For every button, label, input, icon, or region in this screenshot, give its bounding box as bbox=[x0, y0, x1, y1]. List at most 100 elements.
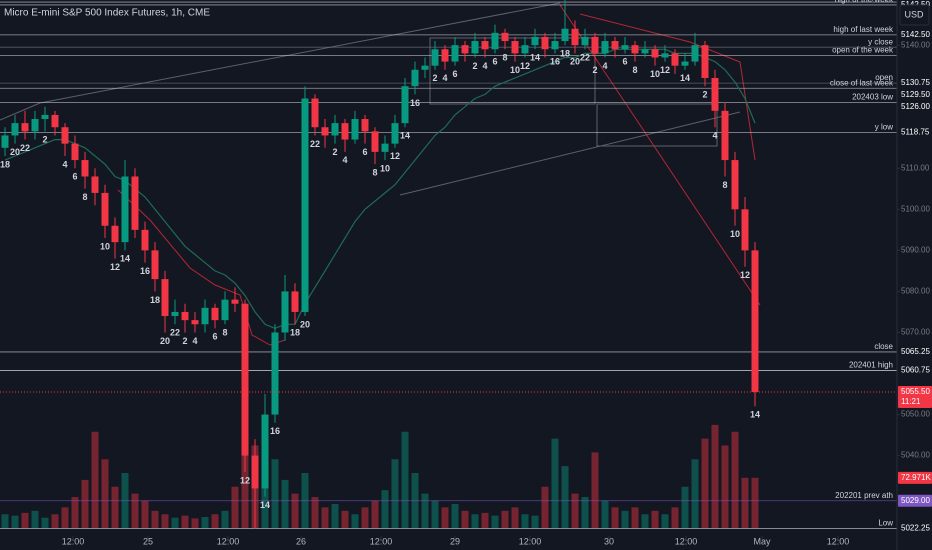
x-tick-label: 12:00 bbox=[827, 536, 850, 546]
y-tick-label: 5070.00 bbox=[901, 328, 930, 337]
volume-bar bbox=[631, 507, 639, 528]
candle-body bbox=[341, 123, 349, 140]
bar-count: 2 bbox=[182, 336, 187, 346]
volume-bar bbox=[201, 517, 209, 528]
volume-bar bbox=[101, 459, 109, 528]
x-tick-label: 26 bbox=[296, 536, 306, 546]
plot: 12:00 25 12:00 26 12:00 29 12:00 30 12:00 May 12:0… bbox=[0, 0, 897, 546]
candle-body bbox=[681, 61, 689, 66]
trend-line bbox=[559, 4, 761, 306]
price-box-label: 5029.00 bbox=[901, 496, 930, 505]
bar-count: 2 bbox=[702, 90, 707, 100]
bar-count: 8 bbox=[82, 192, 87, 202]
bar-count: 18 bbox=[560, 49, 570, 59]
volume-bar bbox=[141, 500, 149, 528]
candle-body bbox=[541, 36, 549, 50]
bar-count: 14 bbox=[750, 410, 760, 420]
price-box bbox=[898, 494, 932, 507]
volume-bar bbox=[531, 515, 539, 528]
bar-count: 18 bbox=[290, 328, 300, 338]
volume-bar bbox=[311, 497, 319, 528]
bar-count: 6 bbox=[72, 172, 77, 182]
volume-bar bbox=[641, 514, 649, 528]
candle-body bbox=[181, 311, 189, 321]
y-tick-label: 5140.00 bbox=[901, 40, 930, 49]
candle-body bbox=[591, 36, 599, 54]
volume-bar bbox=[521, 514, 529, 528]
volume-bar bbox=[241, 419, 249, 528]
candle-body bbox=[531, 36, 539, 46]
volume-bar bbox=[41, 517, 49, 528]
price-box-label: 5118.75 bbox=[901, 127, 930, 136]
bar-count: 2 bbox=[42, 135, 47, 145]
volume-bar bbox=[701, 438, 709, 528]
bar-count: 10 bbox=[650, 69, 660, 79]
bar-count: 6 bbox=[622, 57, 627, 67]
candle-body bbox=[401, 86, 409, 124]
volume-bar bbox=[721, 445, 729, 528]
bar-count: 20 bbox=[160, 336, 170, 346]
candle-body bbox=[601, 41, 609, 54]
price-box-label: 5055.50 bbox=[901, 387, 930, 396]
volume-bar bbox=[451, 503, 459, 528]
trend-line bbox=[399, 111, 741, 196]
volume-bar bbox=[591, 452, 599, 528]
volume-bar bbox=[161, 514, 169, 528]
candle-body bbox=[201, 307, 209, 325]
candle-body bbox=[121, 176, 129, 243]
candle-body bbox=[501, 32, 509, 42]
volume-bar bbox=[441, 507, 449, 528]
bar-count: 6 bbox=[452, 69, 457, 79]
level-label: high of the week bbox=[835, 0, 894, 4]
volume-bar bbox=[421, 493, 429, 528]
bar-count: 8 bbox=[722, 180, 727, 190]
volume-bar bbox=[131, 493, 139, 528]
candle-body bbox=[391, 123, 399, 144]
y-tick-label: 5110.00 bbox=[901, 163, 930, 172]
bar-count: 2 bbox=[472, 61, 477, 71]
candle-body bbox=[11, 123, 19, 136]
trend-line bbox=[0, 102, 41, 121]
price-box-label: 5142.50 bbox=[901, 30, 930, 39]
volume-bar bbox=[291, 493, 299, 528]
bar-count: 20 bbox=[570, 57, 580, 67]
candle-body bbox=[281, 291, 289, 333]
volume-bar bbox=[341, 510, 349, 528]
x-tick-label: 12:00 bbox=[62, 536, 85, 546]
volume-bar bbox=[51, 514, 59, 528]
price-box bbox=[898, 522, 932, 535]
price-box-label: 72.971K bbox=[901, 473, 931, 482]
range-box bbox=[429, 37, 596, 105]
x-tick-label: May bbox=[753, 536, 771, 546]
bar-count: 10 bbox=[100, 241, 110, 251]
candle-body bbox=[111, 225, 119, 243]
bar-count: 12 bbox=[390, 151, 400, 161]
moving-average bbox=[4, 48, 756, 330]
trend-line bbox=[579, 13, 756, 161]
volume-bar bbox=[281, 479, 289, 528]
level-label: 202403 low bbox=[852, 93, 893, 102]
trend-line bbox=[117, 189, 286, 346]
bar-count: 12 bbox=[520, 61, 530, 71]
candle-body bbox=[81, 160, 89, 177]
bar-count: 4 bbox=[62, 159, 67, 169]
candle-body bbox=[131, 176, 139, 230]
bar-count: 16 bbox=[550, 57, 560, 67]
bar-count: 4 bbox=[192, 336, 197, 346]
volume-bar bbox=[611, 507, 619, 528]
level-label: close bbox=[874, 342, 893, 351]
volume-bar bbox=[621, 510, 629, 528]
price-box-label: 5060.75 bbox=[901, 366, 930, 375]
candle-body bbox=[261, 414, 269, 489]
candle-body bbox=[251, 455, 259, 489]
candle-body bbox=[721, 110, 729, 161]
level-label: Low bbox=[878, 519, 893, 528]
candle-body bbox=[511, 41, 519, 54]
volume-bar bbox=[511, 507, 519, 528]
candle-body bbox=[611, 41, 619, 50]
candle-body bbox=[31, 119, 39, 132]
volume-bar bbox=[391, 459, 399, 528]
bar-count: 10 bbox=[730, 229, 740, 239]
bar-count: 4 bbox=[482, 61, 487, 71]
x-tick-label: 25 bbox=[143, 536, 153, 546]
